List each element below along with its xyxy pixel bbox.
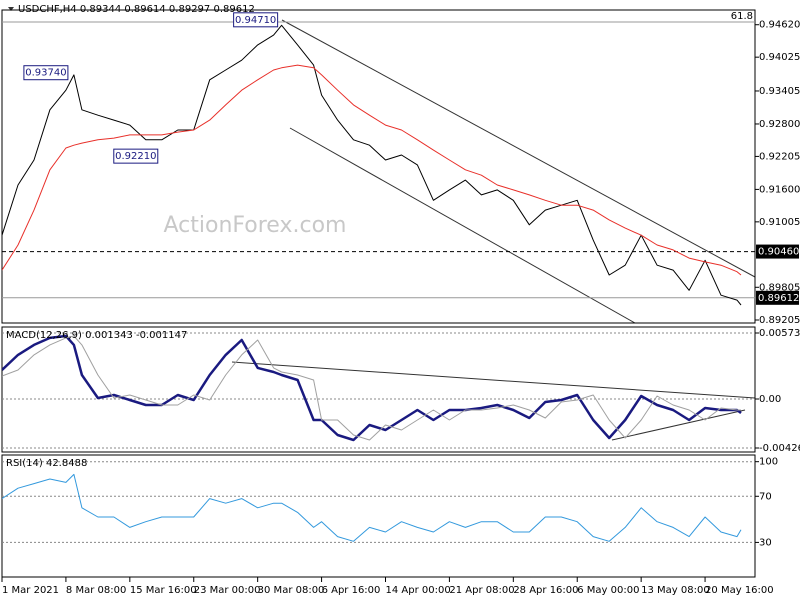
plot-area [2,334,742,442]
trend-line [281,19,755,278]
x-tick-label: 13 May 08:00 [641,585,710,596]
y-tick-label: 0.92800 [759,119,800,130]
plot-area [2,24,742,306]
trend-line [611,409,746,441]
x-tick-label: 6 May 00:00 [577,585,639,596]
annotation-box [233,12,279,28]
trend-lines [281,19,755,323]
price-label-box [756,290,799,305]
panel-frame [1,9,756,324]
y-tick-label: 0.92205 [759,151,800,162]
y-tick-label: 0.94025 [759,52,800,63]
x-tick-label: 1 Mar 2021 [2,585,59,596]
annotation-label: 0.92210 [115,151,156,162]
y-tick-label: 0.94620 [759,20,800,31]
series-line [2,64,742,276]
panel-frame [1,326,756,453]
menu-icon [8,7,14,11]
price-label: 0.90460 [758,247,799,258]
macd-trend-lines [231,361,755,441]
x-tick-label: 14 Apr 00:00 [385,585,450,596]
annotation-label: 0.93740 [25,68,66,79]
watermark: ActionForex.com [164,213,347,238]
x-tick-label: 8 Mar 08:00 [66,585,126,596]
y-tick-label: 0.005739 [759,328,800,339]
x-tick-label: 20 May 16:00 [705,585,774,596]
y-tick-label: 0.91600 [759,184,800,195]
fib-label: 61.8 [731,11,753,22]
panel-title: RSI(14) 42.8488 [6,458,87,469]
y-tick-label: 100 [759,457,778,468]
y-tick-label: 0.89805 [759,282,800,293]
annotation-box [23,65,69,81]
y-tick-label: 0.93405 [759,86,800,97]
series-line [2,24,742,306]
series-line [2,335,741,441]
annotation-box [113,148,159,164]
plot-area [2,473,742,542]
x-tick-label: 15 Mar 16:00 [130,585,197,596]
y-tick-label: 30 [759,537,772,548]
panel-frame [1,454,756,578]
y-tick-label: 0.91005 [759,217,800,228]
x-tick-label: 23 Mar 00:00 [194,585,261,596]
annotation-label: 0.94710 [235,15,276,26]
panel-title: MACD(12,26,9) 0.001343 -0.001147 [6,330,187,341]
x-tick-label: 21 Apr 08:00 [449,585,514,596]
x-tick-label: 6 Apr 16:00 [322,585,381,596]
trend-line [289,127,636,323]
x-tick-label: 30 Mar 08:00 [258,585,325,596]
y-tick-label: 0.89205 [759,315,800,326]
y-tick-label: 70 [759,491,772,502]
price-label: 0.89612 [758,293,799,304]
y-tick-label: 0.00 [759,394,781,405]
x-tick-label: 28 Apr 16:00 [513,585,578,596]
trend-line [231,361,755,399]
y-tick-label: -0.004261 [759,443,800,454]
panel-title: USDCHF,H4 0.89344 0.89614 0.89297 0.8961… [18,4,255,15]
series-line [2,334,742,442]
price-label-box [756,244,799,259]
series-line [2,473,742,542]
